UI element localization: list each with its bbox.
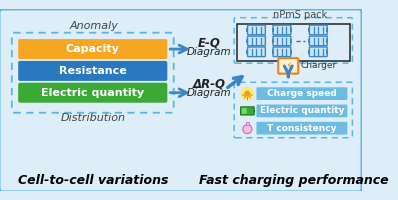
Bar: [308, 39, 310, 43]
FancyBboxPatch shape: [309, 25, 327, 35]
FancyBboxPatch shape: [18, 39, 167, 59]
Bar: [265, 39, 266, 43]
FancyBboxPatch shape: [248, 25, 265, 35]
FancyBboxPatch shape: [273, 47, 291, 57]
FancyBboxPatch shape: [309, 47, 327, 57]
Bar: [254, 110, 255, 112]
Bar: [246, 28, 248, 32]
Text: Cell-to-cell variations: Cell-to-cell variations: [18, 174, 169, 187]
Bar: [326, 39, 328, 43]
FancyBboxPatch shape: [18, 83, 167, 103]
Bar: [272, 50, 274, 54]
FancyBboxPatch shape: [18, 61, 167, 81]
FancyBboxPatch shape: [242, 108, 247, 114]
Bar: [326, 50, 328, 54]
Text: Resistance: Resistance: [59, 66, 127, 76]
Text: ΔR-Q: ΔR-Q: [193, 77, 226, 90]
Text: T consistency: T consistency: [267, 124, 337, 133]
Bar: [308, 50, 310, 54]
Text: ⚡: ⚡: [285, 61, 292, 71]
FancyBboxPatch shape: [278, 58, 298, 74]
Bar: [290, 50, 292, 54]
Bar: [290, 39, 292, 43]
Text: nPmS pack: nPmS pack: [273, 10, 327, 20]
Text: Electric quantity: Electric quantity: [259, 106, 344, 115]
Bar: [308, 28, 310, 32]
FancyBboxPatch shape: [256, 122, 347, 135]
Bar: [272, 28, 274, 32]
Bar: [237, 24, 350, 61]
FancyBboxPatch shape: [256, 105, 347, 117]
FancyBboxPatch shape: [256, 87, 347, 100]
Bar: [246, 122, 249, 125]
FancyBboxPatch shape: [309, 36, 327, 46]
Text: Fast charging performance: Fast charging performance: [199, 174, 388, 187]
FancyBboxPatch shape: [248, 47, 265, 57]
Bar: [290, 28, 292, 32]
Text: Anomaly: Anomaly: [69, 21, 118, 31]
FancyBboxPatch shape: [0, 9, 362, 192]
Circle shape: [245, 91, 250, 96]
Bar: [265, 28, 266, 32]
Bar: [265, 50, 266, 54]
Text: E-Q: E-Q: [198, 36, 220, 49]
FancyBboxPatch shape: [273, 36, 291, 46]
Bar: [246, 50, 248, 54]
Text: Capacity: Capacity: [66, 44, 120, 54]
Text: Charger: Charger: [300, 61, 336, 70]
Bar: [272, 39, 274, 43]
Bar: [246, 39, 248, 43]
Circle shape: [243, 125, 252, 134]
Bar: [326, 28, 328, 32]
FancyBboxPatch shape: [273, 25, 291, 35]
Text: Electric quantity: Electric quantity: [41, 88, 144, 98]
FancyBboxPatch shape: [248, 36, 265, 46]
Text: Diagram: Diagram: [187, 47, 232, 57]
Text: Charge speed: Charge speed: [267, 89, 337, 98]
Text: Distribution: Distribution: [61, 113, 126, 123]
FancyBboxPatch shape: [240, 107, 254, 115]
Text: Diagram: Diagram: [187, 88, 232, 98]
Circle shape: [242, 88, 253, 100]
